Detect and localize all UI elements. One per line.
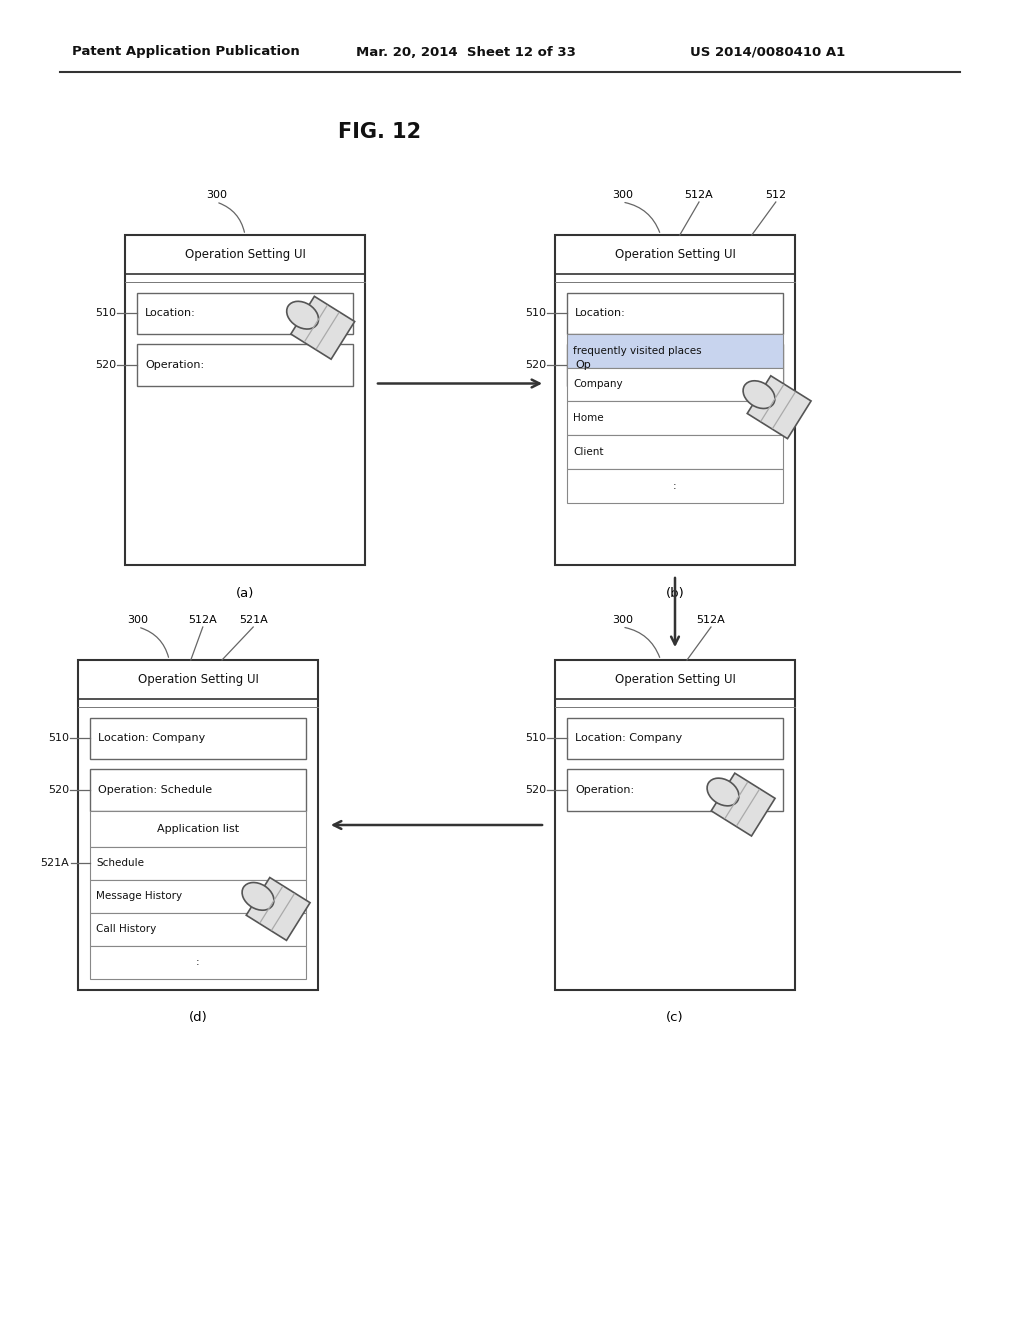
- Bar: [567, 334, 783, 367]
- Text: (c): (c): [667, 1011, 684, 1024]
- Text: Location:: Location:: [575, 308, 626, 318]
- Text: Application list: Application list: [157, 824, 239, 834]
- Polygon shape: [712, 774, 775, 836]
- Text: 300: 300: [611, 190, 633, 201]
- Polygon shape: [748, 376, 811, 438]
- Bar: [567, 770, 783, 810]
- Bar: [567, 469, 783, 503]
- Bar: [90, 946, 306, 979]
- Bar: [90, 913, 306, 946]
- Bar: [567, 293, 783, 334]
- Polygon shape: [246, 878, 310, 940]
- Text: Patent Application Publication: Patent Application Publication: [72, 45, 300, 58]
- Polygon shape: [291, 296, 354, 359]
- Text: Message History: Message History: [96, 891, 182, 902]
- Text: Location: Company: Location: Company: [98, 733, 205, 743]
- Text: Operation: Schedule: Operation: Schedule: [98, 785, 212, 795]
- Text: 512A: 512A: [188, 615, 217, 624]
- Text: Operation:: Operation:: [575, 785, 634, 795]
- Bar: [567, 367, 783, 401]
- Bar: [90, 880, 306, 913]
- Bar: [567, 401, 783, 436]
- Ellipse shape: [708, 779, 739, 805]
- Text: (d): (d): [188, 1011, 208, 1024]
- Text: :: :: [197, 957, 200, 968]
- Text: 510: 510: [525, 308, 546, 318]
- Text: Operation Setting UI: Operation Setting UI: [184, 248, 305, 261]
- Bar: [555, 660, 795, 990]
- Text: (b): (b): [666, 586, 684, 599]
- Text: Location:: Location:: [145, 308, 196, 318]
- Text: Schedule: Schedule: [96, 858, 144, 869]
- Bar: [90, 847, 306, 880]
- Bar: [567, 718, 783, 759]
- Text: Operation:: Operation:: [145, 360, 204, 370]
- Text: frequently visited places: frequently visited places: [573, 346, 701, 355]
- Text: Client: Client: [573, 447, 603, 457]
- Text: Operation Setting UI: Operation Setting UI: [614, 673, 735, 686]
- Bar: [90, 810, 306, 847]
- Text: 510: 510: [525, 733, 546, 743]
- Text: 300: 300: [206, 190, 226, 201]
- Text: 512A: 512A: [696, 615, 725, 624]
- Bar: [90, 718, 306, 759]
- Text: 520: 520: [48, 785, 69, 795]
- Text: 520: 520: [95, 360, 116, 370]
- Text: 520: 520: [525, 360, 546, 370]
- Text: :: :: [673, 480, 677, 491]
- Text: (a): (a): [236, 586, 254, 599]
- Ellipse shape: [743, 380, 775, 408]
- Text: Location: Company: Location: Company: [575, 733, 682, 743]
- Text: 300: 300: [611, 615, 633, 624]
- Text: US 2014/0080410 A1: US 2014/0080410 A1: [690, 45, 845, 58]
- Text: Operation Setting UI: Operation Setting UI: [614, 248, 735, 261]
- Bar: [567, 345, 783, 385]
- Text: Call History: Call History: [96, 924, 157, 935]
- Text: 512A: 512A: [685, 190, 714, 201]
- Text: Operation Setting UI: Operation Setting UI: [137, 673, 258, 686]
- Text: Company: Company: [573, 379, 623, 389]
- Text: 521A: 521A: [40, 858, 69, 869]
- Ellipse shape: [287, 301, 318, 329]
- Bar: [78, 660, 318, 990]
- Text: 510: 510: [48, 733, 69, 743]
- Bar: [90, 770, 306, 810]
- Ellipse shape: [242, 883, 273, 911]
- Text: FIG. 12: FIG. 12: [339, 121, 422, 143]
- Text: Home: Home: [573, 413, 603, 424]
- Text: Op: Op: [575, 360, 591, 370]
- Text: 512: 512: [765, 190, 786, 201]
- Bar: [137, 293, 353, 334]
- Bar: [125, 235, 365, 565]
- Text: Mar. 20, 2014  Sheet 12 of 33: Mar. 20, 2014 Sheet 12 of 33: [356, 45, 575, 58]
- Bar: [567, 436, 783, 469]
- Text: 510: 510: [95, 308, 116, 318]
- Text: 520: 520: [525, 785, 546, 795]
- Bar: [137, 345, 353, 385]
- Text: 521A: 521A: [239, 615, 267, 624]
- Bar: [555, 235, 795, 565]
- Text: 300: 300: [128, 615, 148, 624]
